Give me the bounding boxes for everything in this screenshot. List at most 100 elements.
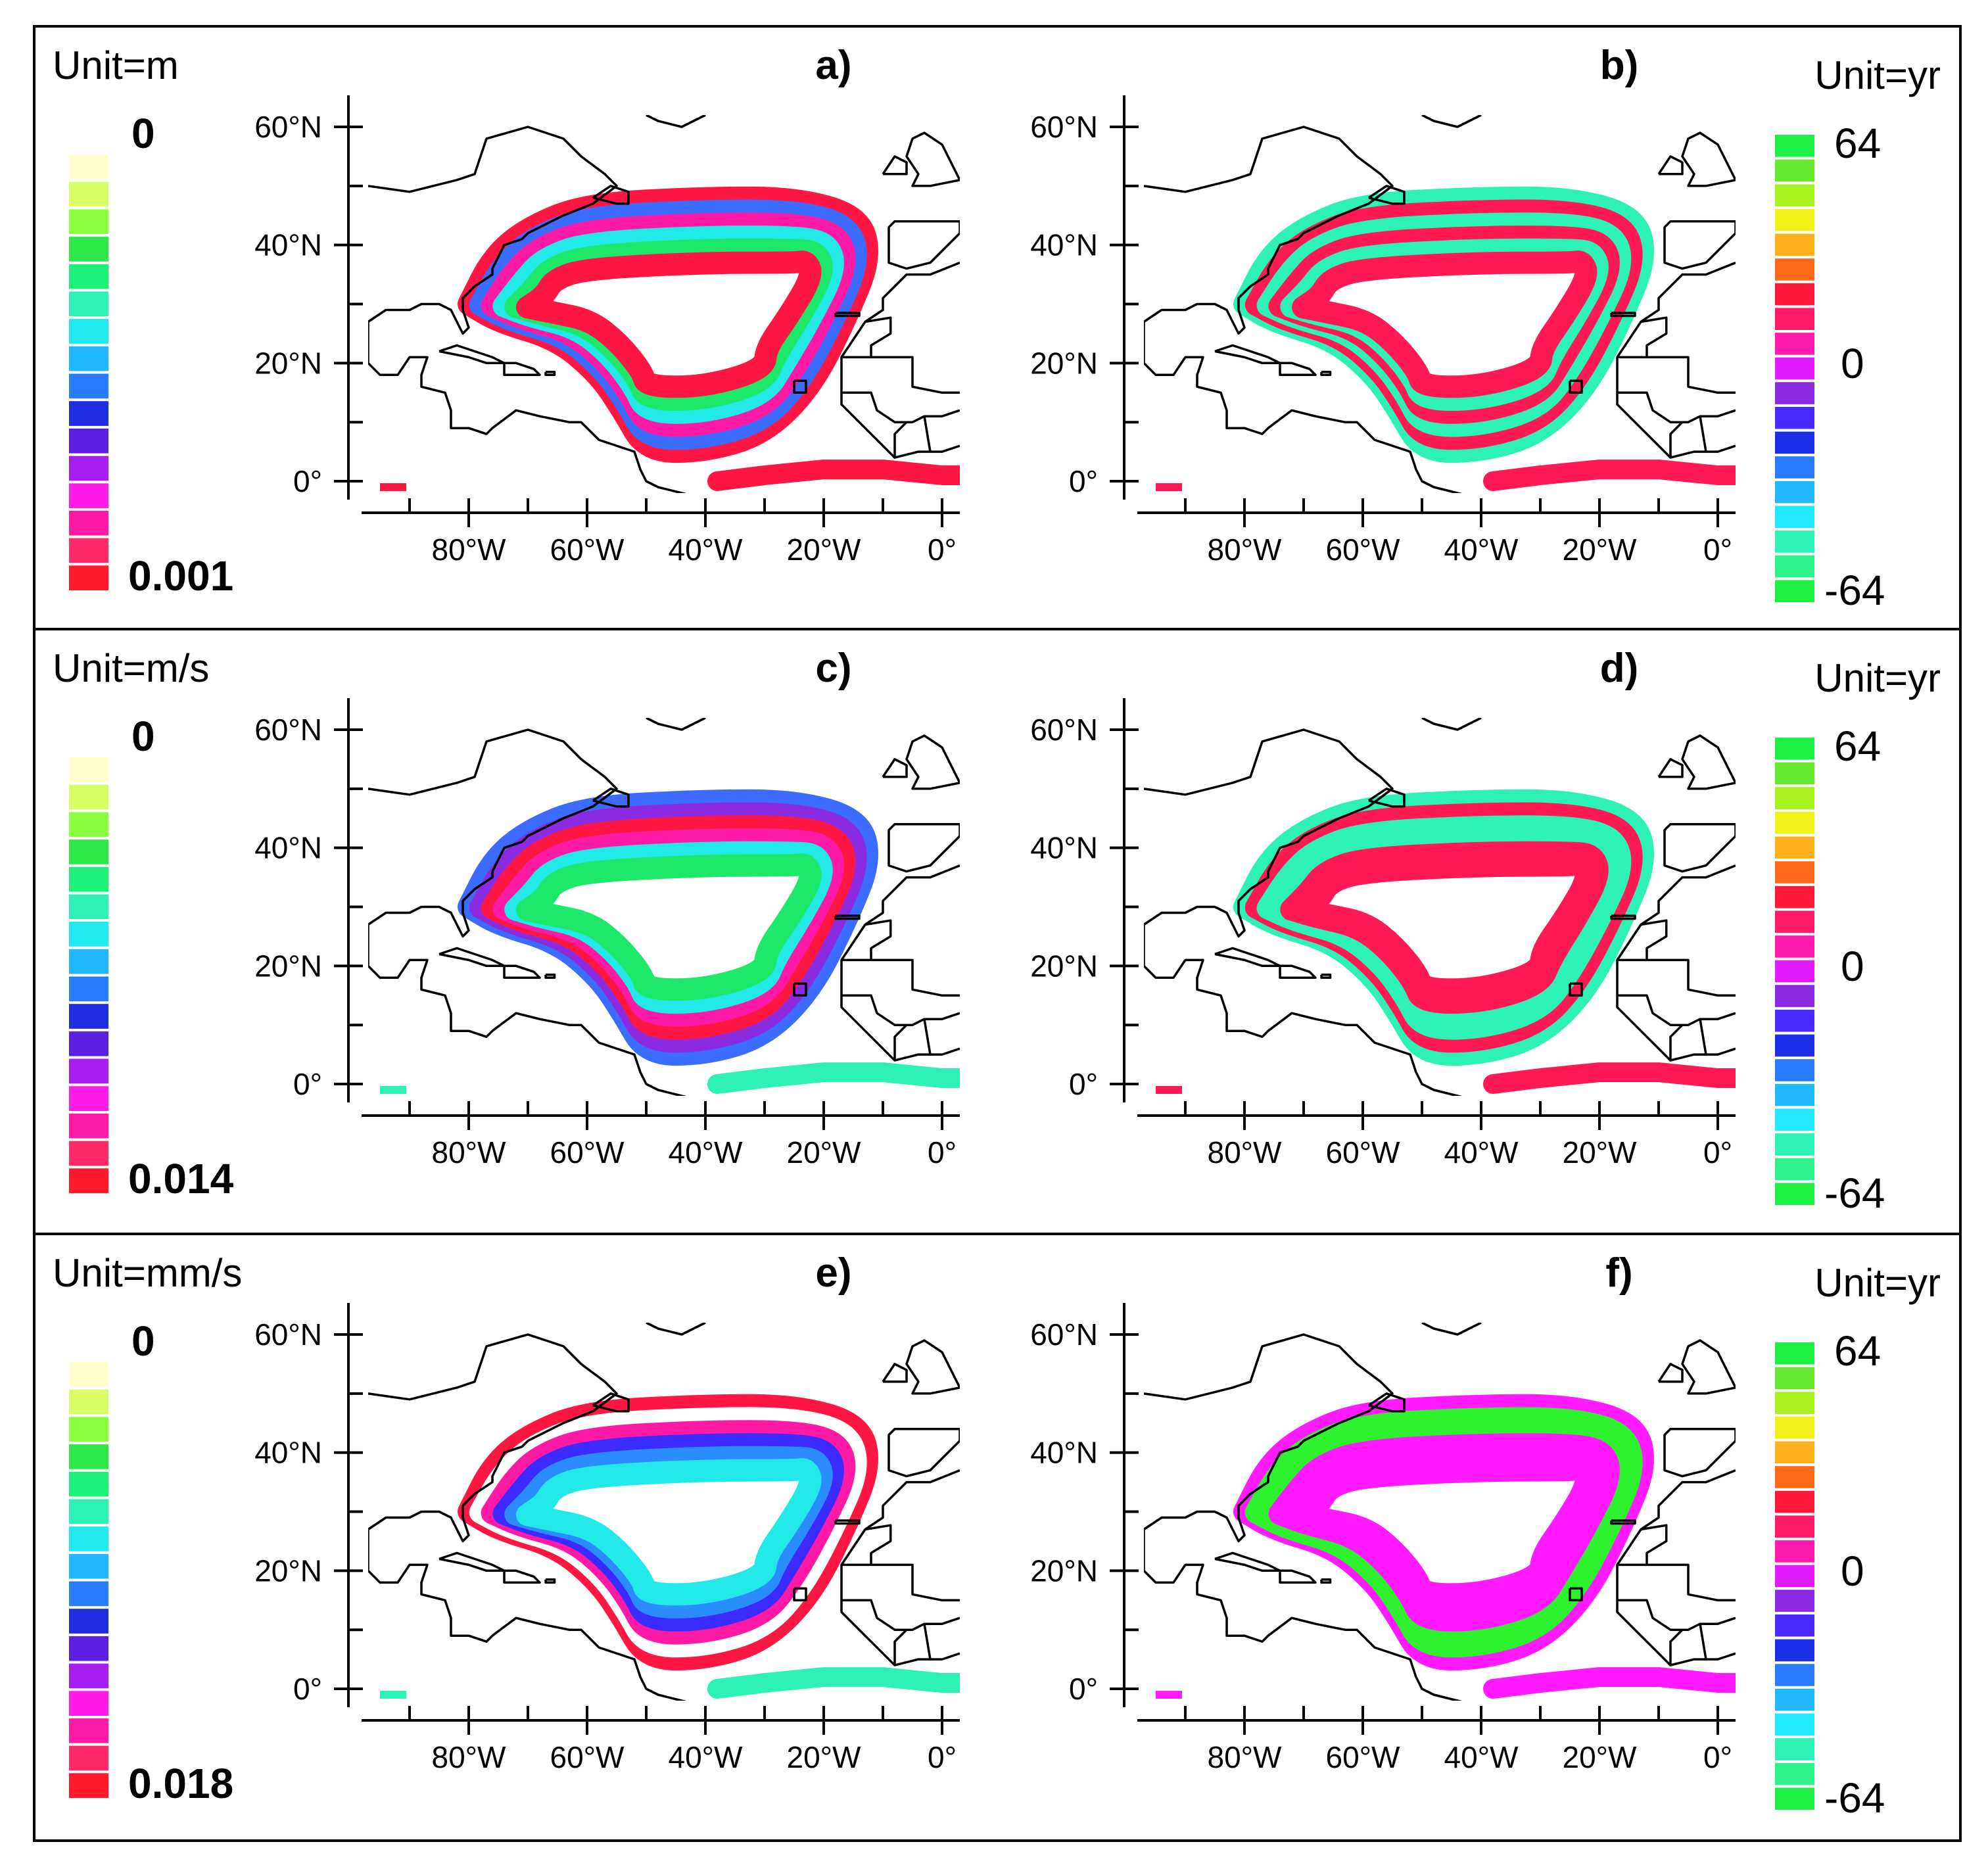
period-colorbar-swatch xyxy=(1775,1183,1814,1205)
magnitude-colorbar-swatch xyxy=(69,812,108,838)
magnitude-colorbar-swatch xyxy=(69,1609,108,1634)
lon-tick-label: 20°W xyxy=(1563,1135,1638,1169)
lat-tick-label: 20°N xyxy=(1030,346,1098,380)
period-colorbar-swatch xyxy=(1775,762,1814,785)
magnitude-colorbar-swatch xyxy=(69,1526,108,1551)
coastline xyxy=(1663,1427,1736,1478)
lat-tick-label: 60°N xyxy=(1030,110,1098,144)
coastline xyxy=(1569,379,1583,394)
magnitude-colorbar-swatch xyxy=(69,1113,108,1139)
period-colorbar-swatch xyxy=(1775,308,1814,330)
period-colorbar-swatch xyxy=(1775,184,1814,206)
colorbar-bottom-value: 0.018 xyxy=(128,1760,233,1807)
coastline xyxy=(882,758,908,778)
coastline xyxy=(646,718,706,731)
period-colorbar-swatch xyxy=(1775,787,1814,809)
lat-tick-label: 60°N xyxy=(1030,1317,1098,1352)
coastline xyxy=(592,1392,630,1413)
period-colorbar-swatch xyxy=(1775,1738,1814,1760)
colorbar-top-value: 0 xyxy=(131,110,155,157)
map-content xyxy=(368,115,960,493)
magnitude-colorbar-swatch xyxy=(69,1417,108,1442)
lon-tick-label: 80°W xyxy=(1208,1740,1283,1774)
country-border xyxy=(1647,356,1736,394)
colorbar-top-value: 64 xyxy=(1834,1327,1881,1375)
period-colorbar-swatch xyxy=(1775,1664,1814,1686)
colorbar-bottom-value: -64 xyxy=(1824,567,1885,614)
colorbar-top-value: 0 xyxy=(131,1317,155,1365)
coastline xyxy=(1214,947,1281,968)
lon-tick-label: 60°W xyxy=(550,532,625,567)
period-colorbar-swatch xyxy=(1775,1490,1814,1513)
unit-label: Unit=yr xyxy=(1814,656,1941,700)
coastline xyxy=(1569,982,1583,997)
coastline xyxy=(1421,718,1482,731)
equatorial-band xyxy=(1483,1667,1736,1699)
corner-mark xyxy=(1156,483,1182,492)
country-border xyxy=(841,1524,892,1567)
magnitude-colorbar-swatch xyxy=(69,1581,108,1607)
country-border xyxy=(1617,316,1668,359)
lat-tick-label: 20°N xyxy=(254,1553,322,1588)
coastline xyxy=(1657,758,1684,778)
coastline xyxy=(1421,115,1482,128)
magnitude-colorbar-swatch xyxy=(69,976,108,1002)
lat-tick-label: 0° xyxy=(1069,1672,1098,1706)
period-colorbar-swatch xyxy=(1775,1466,1814,1488)
coastline xyxy=(544,1578,556,1584)
period-colorbar-swatch xyxy=(1775,1639,1814,1662)
equatorial-band xyxy=(707,1062,960,1094)
lat-tick-label: 40°N xyxy=(254,831,322,865)
period-colorbar-swatch xyxy=(1775,1392,1814,1414)
country-border xyxy=(893,1628,908,1666)
row-3: Unit=mm/s 0 0.018 e) f) 60°N 40°N 20°N 0° 80°W 60°… xyxy=(53,1250,1941,1822)
lon-tick-label: 0° xyxy=(928,532,957,567)
period-colorbar-swatch xyxy=(1775,861,1814,884)
coastline xyxy=(793,982,807,997)
period-colorbar-swatch xyxy=(1775,1787,1814,1810)
magnitude-colorbar-swatch xyxy=(69,483,108,508)
period-colorbar-swatch xyxy=(1775,1762,1814,1785)
lat-tick-label: 20°N xyxy=(254,346,322,380)
colorbar-top-value: 64 xyxy=(1834,722,1881,770)
magnitude-colorbar-swatch xyxy=(69,1362,108,1387)
coastline xyxy=(905,1339,960,1395)
lon-tick-label: 40°W xyxy=(669,1135,744,1169)
coastline xyxy=(888,822,960,873)
magnitude-colorbar-swatch xyxy=(69,181,108,207)
coastline xyxy=(544,974,556,980)
country-border xyxy=(1617,994,1736,1026)
country-border xyxy=(1669,1628,1684,1666)
lat-tick-label: 0° xyxy=(293,464,322,498)
coastline xyxy=(1279,362,1317,377)
equatorial-band xyxy=(707,1667,960,1699)
magnitude-colorbar-swatch xyxy=(69,1086,108,1111)
country-border xyxy=(1699,1018,1707,1055)
lon-tick-label: 0° xyxy=(1703,1135,1732,1169)
magnitude-colorbar-swatch xyxy=(69,237,108,262)
lon-tick-label: 40°W xyxy=(669,1740,744,1774)
lat-tick-label: 0° xyxy=(1069,1067,1098,1101)
period-colorbar-swatch xyxy=(1775,159,1814,182)
period-colorbar-swatch xyxy=(1775,1009,1814,1032)
row-2: Unit=m/s 0 0.014 c) d) 60°N 40°N 20°N 0° 80°W 60°W… xyxy=(53,646,1941,1217)
lon-tick-label: 80°W xyxy=(1208,532,1283,567)
country-border xyxy=(923,1623,932,1660)
coastline xyxy=(1214,1551,1281,1572)
magnitude-colorbar-swatch xyxy=(69,1471,108,1497)
lon-tick-label: 80°W xyxy=(432,1740,507,1774)
period-colorbar-swatch xyxy=(1775,531,1814,553)
coastline xyxy=(1569,1587,1583,1602)
magnitude-colorbar-swatch xyxy=(69,1691,108,1716)
country-border xyxy=(1647,958,1736,997)
magnitude-colorbar-swatch xyxy=(69,866,108,892)
lat-tick-label: 0° xyxy=(293,1067,322,1101)
magnitude-colorbar-swatch xyxy=(69,456,108,481)
equatorial-band xyxy=(1483,1062,1736,1094)
magnitude-colorbar-swatch xyxy=(69,319,108,344)
period-colorbar-swatch xyxy=(1775,935,1814,958)
gyre-band-6 xyxy=(1292,853,1598,1001)
period-colorbar-swatch xyxy=(1775,431,1814,454)
lon-tick-label: 80°W xyxy=(1208,1135,1283,1169)
